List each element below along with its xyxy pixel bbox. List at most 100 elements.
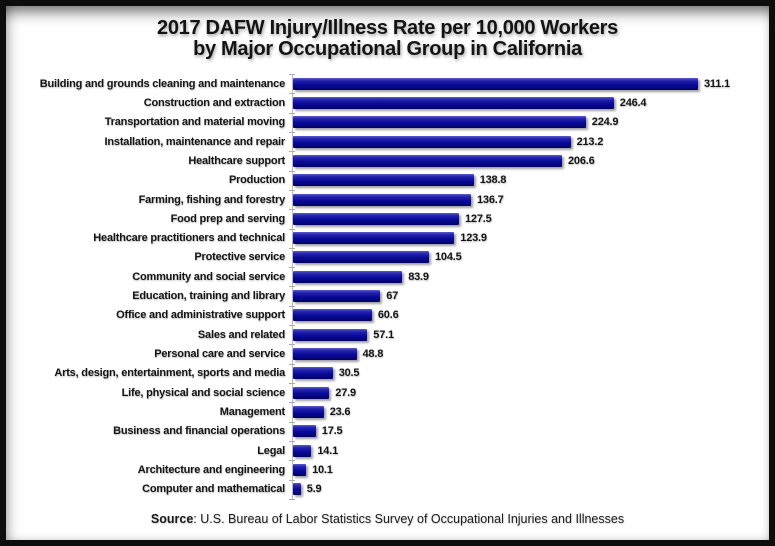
value-label: 83.9 (408, 270, 429, 283)
category-label: Construction and extraction (143, 96, 285, 109)
bar-row: Personal care and service 48.8 (6, 344, 765, 366)
bar-row: Farming, fishing and forestry 136.7 (6, 189, 765, 211)
bar-cell: 14.1 (289, 440, 765, 462)
source-label: Source (150, 512, 194, 526)
bar-row: Building and grounds cleaning and mainte… (6, 74, 765, 95)
value-label: 311.1 (704, 77, 730, 90)
category-label: Computer and mathematical (142, 483, 285, 496)
bar-cell: 5.9 (289, 479, 765, 501)
value-label: 213.2 (576, 135, 604, 148)
bar (293, 116, 586, 129)
bar-cell: 17.5 (289, 421, 765, 443)
bar (293, 96, 614, 109)
bar-row: Arts, design, entertainment, sports and … (6, 363, 765, 385)
category-label: Business and financial operations (113, 425, 285, 438)
bar-row: Office and administrative support 60.6 (6, 305, 765, 327)
bar-row: Sales and related 57.1 (6, 325, 765, 346)
bar-cell: 206.6 (289, 151, 765, 172)
bar-row: Protective service 104.5 (6, 247, 765, 269)
value-label: 57.1 (373, 328, 394, 341)
bar-row: Architecture and engineering 10.1 (6, 460, 765, 481)
value-label: 67 (386, 290, 399, 303)
category-label: Office and administrative support (116, 309, 285, 322)
category-label: Production (228, 174, 285, 187)
category-label: Community and social service (132, 270, 285, 283)
value-label: 14.1 (317, 444, 338, 457)
bar (293, 77, 698, 90)
bar (293, 135, 571, 148)
bar-cell: 246.4 (289, 93, 765, 114)
bar-row: Community and social service 83.9 (6, 267, 765, 288)
category-label: Healthcare practitioners and technical (93, 232, 285, 245)
bar-cell: 10.1 (289, 460, 765, 481)
bar-cell: 224.9 (289, 112, 765, 134)
category-label: Building and grounds cleaning and mainte… (39, 77, 285, 90)
category-label: Healthcare support (188, 154, 285, 167)
category-label: Legal (257, 444, 285, 457)
bar (293, 309, 372, 322)
bar-row: Business and financial operations 17.5 (6, 421, 765, 443)
bar-row: Life, physical and social science 27.9 (6, 383, 765, 404)
bar-cell: 311.1 (289, 74, 765, 95)
bar-row: Education, training and library 67 (6, 286, 765, 308)
category-label: Education, training and library (132, 290, 285, 303)
bar (293, 290, 381, 303)
category-label: Transportation and material moving (104, 116, 285, 129)
category-label: Management (219, 405, 285, 418)
bar-cell: 123.9 (289, 228, 765, 250)
value-label: 23.6 (329, 405, 351, 418)
value-label: 48.8 (362, 348, 384, 361)
bar-cell: 83.9 (289, 267, 765, 288)
bar-cell: 67 (289, 286, 765, 308)
bar-cell: 127.5 (289, 209, 765, 230)
bar-row: Transportation and material moving 224.9 (6, 112, 765, 134)
bar (293, 251, 429, 264)
bar (293, 270, 403, 283)
value-label: 17.5 (321, 425, 343, 438)
value-label: 60.6 (377, 309, 399, 322)
value-label: 136.7 (477, 193, 504, 206)
source-note: Source: U.S. Bureau of Labor Statistics … (6, 512, 769, 526)
bar (293, 348, 357, 361)
category-label: Farming, fishing and forestry (138, 193, 286, 206)
bar-chart: Building and grounds cleaning and mainte… (6, 74, 765, 501)
bar-row: Installation, maintenance and repair 213… (6, 131, 765, 153)
value-label: 123.9 (460, 232, 487, 245)
bar-cell: 138.8 (289, 170, 765, 192)
chart-title: 2017 DAFW Injury/Illness Rate per 10,000… (6, 18, 769, 60)
bar-row: Management 23.6 (6, 402, 765, 423)
bar-row: Healthcare practitioners and technical 1… (6, 228, 765, 250)
bar-cell: 23.6 (289, 402, 765, 423)
value-label: 246.4 (619, 96, 647, 109)
bar-cell: 57.1 (289, 325, 765, 346)
bar (293, 154, 562, 167)
bar (293, 212, 459, 225)
bar (293, 425, 316, 438)
bar-row: Legal 14.1 (6, 440, 765, 462)
bar (293, 483, 301, 496)
value-label: 5.9 (306, 483, 322, 496)
bar (293, 232, 455, 245)
value-label: 30.5 (338, 367, 360, 380)
value-label: 206.6 (568, 154, 595, 167)
bar (293, 193, 471, 206)
bar-row: Computer and mathematical 5.9 (6, 479, 765, 501)
bar-cell: 27.9 (289, 383, 765, 404)
value-label: 27.9 (335, 386, 356, 399)
chart-title-line1: 2017 DAFW Injury/Illness Rate per 10,000… (157, 17, 618, 39)
bar (293, 328, 368, 341)
category-label: Arts, design, entertainment, sports and … (54, 367, 285, 380)
bar (293, 444, 312, 457)
value-label: 138.8 (479, 174, 507, 187)
category-label: Architecture and engineering (137, 463, 285, 476)
category-label: Personal care and service (154, 348, 285, 361)
bar-cell: 213.2 (289, 131, 765, 153)
bar-row: Construction and extraction 246.4 (6, 93, 765, 114)
bar-cell: 48.8 (289, 344, 765, 366)
bar (293, 174, 474, 187)
value-label: 104.5 (435, 251, 462, 264)
bar-cell: 136.7 (289, 189, 765, 211)
bar (293, 367, 333, 380)
bar-row: Food prep and serving 127.5 (6, 209, 765, 230)
